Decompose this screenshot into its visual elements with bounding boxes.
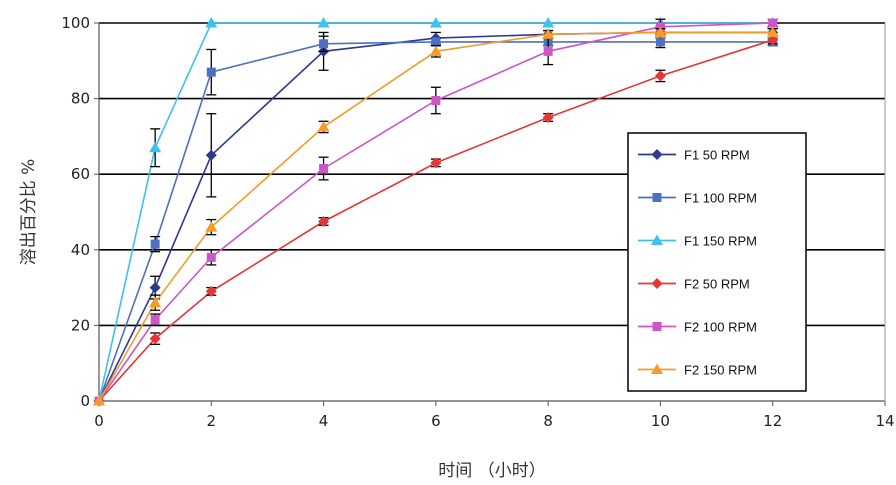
y-tick-label: 80: [71, 90, 90, 108]
series-line: [98, 22, 773, 402]
data-point: [205, 17, 218, 28]
tick-labels: 0 20 40 60 80 100 0 2 4 6 8 10 12 14: [61, 14, 894, 430]
series-line: [98, 31, 773, 402]
data-point: [767, 34, 779, 46]
data-point: [654, 70, 666, 82]
data-point: [651, 278, 663, 289]
legend-label: F2 150 RPM: [684, 363, 757, 378]
data-point: [319, 39, 329, 49]
legend: F1 50 RPM F1 100 RPM F1 150 RPM F2 50 RPM F2…: [627, 132, 807, 392]
data-point: [429, 17, 442, 28]
data-point: [93, 395, 105, 406]
legend-label: F2 100 RPM: [684, 320, 757, 335]
x-tick-label: 12: [763, 412, 782, 430]
x-tick-label: 2: [207, 412, 217, 430]
series-f2-150-rpm: [93, 26, 779, 406]
data-point: [768, 18, 778, 28]
data-point: [542, 17, 555, 28]
data-point: [655, 37, 665, 47]
data-point: [651, 234, 663, 245]
data-point: [149, 141, 162, 153]
legend-item: F1 100 RPM: [638, 191, 757, 206]
data-point: [205, 149, 217, 161]
legend-item: F1 150 RPM: [638, 234, 757, 249]
x-tick-label: 6: [431, 412, 441, 430]
data-point: [654, 26, 667, 37]
data-point: [543, 46, 553, 56]
data-point: [766, 26, 779, 37]
legend-label: F1 100 RPM: [684, 191, 757, 206]
data-point: [651, 149, 663, 160]
x-axis-title: 时间 （小时）: [438, 461, 545, 481]
x-tick-label: 8: [543, 412, 553, 430]
data-point: [206, 67, 216, 77]
x-tick-label: 14: [875, 412, 894, 430]
legend-box: [627, 132, 807, 392]
x-tick-label: 4: [319, 412, 329, 430]
series-line: [98, 22, 773, 402]
series-f2-50-rpm: [93, 34, 779, 407]
data-point: [431, 95, 441, 105]
data-point: [205, 285, 217, 297]
legend-label: F1 150 RPM: [684, 234, 757, 249]
legend-label: F2 50 RPM: [684, 277, 750, 292]
x-tick-label: 10: [651, 412, 670, 430]
data-point: [149, 296, 162, 308]
y-tick-label: 0: [80, 392, 90, 410]
y-tick-label: 100: [61, 14, 90, 32]
data-point: [431, 37, 441, 47]
data-point: [652, 193, 662, 202]
y-tick-label: 60: [71, 165, 90, 183]
data-point: [205, 221, 218, 232]
series-group: [93, 17, 779, 407]
data-point: [150, 315, 160, 325]
legend-item: F2 100 RPM: [638, 320, 757, 335]
series-line: [98, 41, 773, 402]
data-point: [319, 164, 329, 174]
data-point: [317, 120, 330, 132]
data-point: [429, 45, 442, 56]
legend-label: F1 50 RPM: [684, 148, 750, 163]
data-point: [318, 215, 330, 227]
data-point: [150, 239, 160, 249]
y-tick-label: 20: [71, 316, 90, 334]
data-point: [206, 252, 216, 262]
data-point: [542, 112, 554, 123]
y-axis-title: 溶出百分比 %: [19, 159, 39, 266]
legend-item: F1 50 RPM: [638, 148, 750, 163]
data-point: [652, 322, 662, 331]
data-point: [149, 333, 161, 345]
data-point: [317, 17, 330, 28]
data-point: [542, 28, 555, 39]
series-line: [98, 39, 773, 402]
data-point: [651, 363, 663, 374]
legend-item: F2 150 RPM: [638, 363, 757, 378]
data-point: [430, 157, 442, 169]
y-tick-label: 40: [71, 241, 90, 259]
x-tick-label: 0: [94, 412, 104, 430]
data-point: [149, 282, 161, 294]
legend-item: F2 50 RPM: [638, 277, 750, 292]
